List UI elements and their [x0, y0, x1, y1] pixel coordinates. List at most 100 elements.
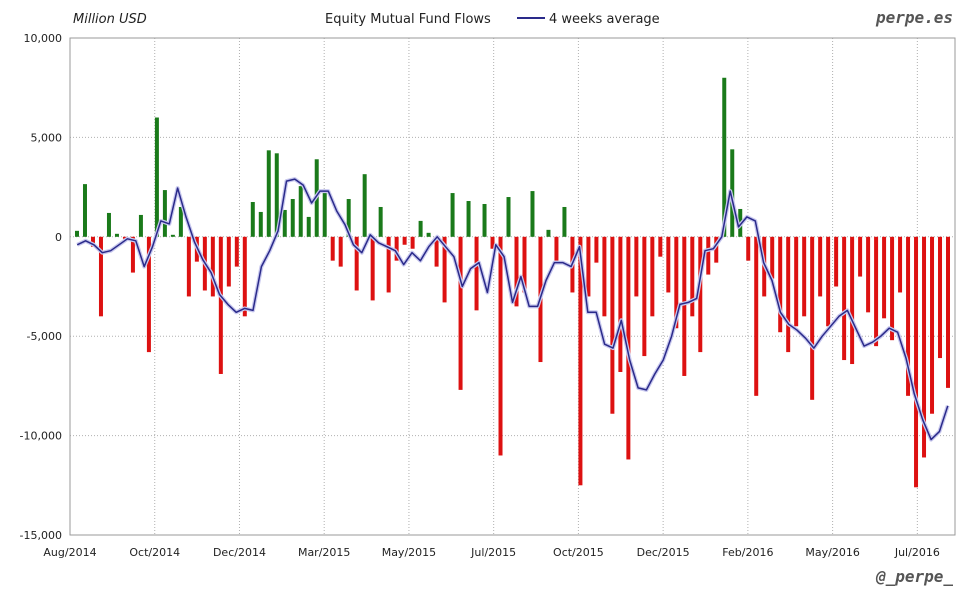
flow-bar [754, 236, 759, 396]
flow-bar [802, 236, 807, 317]
flow-bar [306, 216, 311, 237]
axes-layer: 10,000 5,000 0 -5,000 -10,000 -15,000 Aug/2014… [20, 32, 956, 559]
flow-bar [234, 236, 239, 267]
flow-bar [530, 191, 535, 237]
flow-bar [498, 236, 503, 456]
flow-bar [442, 236, 447, 303]
flow-bar [810, 236, 815, 400]
x-tick-label: Oct/2015 [553, 546, 604, 559]
grid-layer [70, 37, 955, 535]
flow-bar [378, 206, 383, 237]
flow-bar [834, 236, 839, 287]
flow-bar [922, 236, 927, 458]
flow-bar [226, 236, 231, 287]
average-line-halo [76, 177, 950, 442]
flow-bar [682, 236, 687, 376]
flow-bar [362, 174, 367, 237]
y-tick-label: 5,000 [31, 131, 63, 144]
flow-bar [106, 212, 111, 237]
average-line [76, 178, 949, 441]
x-tick-label: Dec/2015 [637, 546, 690, 559]
flow-bar [434, 236, 439, 267]
flow-bar [274, 153, 279, 237]
legend-label: 4 weeks average [549, 12, 660, 27]
flow-bar [818, 236, 823, 297]
flow-bar [586, 236, 591, 297]
flow-bar [882, 236, 887, 319]
flow-bar [786, 236, 791, 353]
flow-bar [874, 236, 879, 347]
flow-bar [290, 199, 295, 237]
flow-bar [186, 236, 191, 297]
flow-bar [778, 236, 783, 333]
x-tick-label: May/2016 [805, 546, 859, 559]
flow-bar [770, 236, 775, 279]
flow-bar [146, 236, 151, 353]
flow-bar [506, 197, 511, 237]
flow-bar [418, 220, 423, 237]
flow-bar [946, 236, 951, 388]
flow-bar [210, 236, 215, 297]
flow-bar [82, 184, 87, 237]
flow-bar [466, 201, 471, 237]
flow-bar [354, 236, 359, 291]
flow-bar [938, 236, 943, 359]
plot-frame [69, 37, 956, 536]
flow-bar [322, 191, 327, 237]
handle-watermark: @_perpe_ [875, 567, 953, 586]
flow-bar [266, 150, 271, 237]
flow-bar [138, 214, 143, 237]
flow-bar [602, 236, 607, 317]
flow-bar [346, 199, 351, 237]
flow-bar [178, 206, 183, 237]
flow-bar [474, 236, 479, 311]
x-tick-label: Mar/2015 [298, 546, 350, 559]
flow-bar [642, 236, 647, 357]
flow-bar [298, 186, 303, 237]
flow-bar [594, 236, 599, 263]
flow-bar [426, 232, 431, 237]
flow-bar [130, 236, 135, 273]
y-tick-label: 0 [55, 231, 62, 244]
flow-bar [282, 209, 287, 237]
flow-bar [650, 236, 655, 317]
flow-bar [826, 236, 831, 327]
flow-bar [410, 236, 415, 249]
flow-bar [850, 236, 855, 365]
average-line-layer [76, 177, 950, 442]
flow-bar [154, 117, 159, 237]
flow-bar [666, 236, 671, 293]
x-tick-label: Dec/2014 [213, 546, 266, 559]
flow-bar [714, 236, 719, 263]
flow-bar [746, 236, 751, 261]
flow-bar [170, 234, 175, 237]
flow-bar [698, 236, 703, 353]
flow-bar [858, 236, 863, 277]
flow-bar [562, 206, 567, 237]
flow-bar [490, 236, 495, 249]
flow-bar [794, 236, 799, 327]
x-tick-label: May/2015 [382, 546, 436, 559]
x-tick-label: Aug/2014 [43, 546, 96, 559]
x-tick-label: Jul/2016 [894, 546, 940, 559]
flow-bar [258, 211, 263, 237]
flow-bar [690, 236, 695, 317]
flow-bar [658, 236, 663, 257]
flow-bar [74, 230, 79, 237]
flow-bar [402, 236, 407, 245]
flow-bar [610, 236, 615, 414]
flow-bar [890, 236, 895, 341]
flow-bar [450, 193, 455, 237]
y-tick-label: -5,000 [27, 330, 62, 343]
flow-bar [706, 236, 711, 275]
flow-bar [578, 236, 583, 486]
units-label: Million USD [73, 12, 147, 27]
flow-bar [242, 236, 247, 317]
y-tick-label: 10,000 [24, 32, 63, 45]
flow-bar [162, 190, 167, 237]
flow-bar [914, 236, 919, 488]
flow-bar [458, 236, 463, 390]
flow-bar [338, 236, 343, 267]
